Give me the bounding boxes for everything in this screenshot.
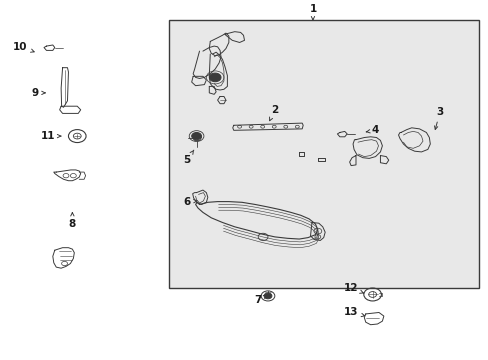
Text: 8: 8	[69, 213, 76, 229]
Circle shape	[264, 293, 271, 299]
Text: 6: 6	[183, 197, 197, 207]
Text: 2: 2	[269, 105, 278, 121]
Text: 5: 5	[183, 150, 193, 165]
Circle shape	[191, 132, 201, 140]
Text: 10: 10	[13, 42, 34, 52]
Text: 4: 4	[366, 125, 379, 135]
Text: 7: 7	[254, 294, 267, 305]
Text: 1: 1	[309, 4, 316, 20]
Text: 12: 12	[343, 283, 363, 293]
Bar	[168, 20, 478, 288]
Text: 3: 3	[434, 107, 443, 130]
Text: 9: 9	[32, 88, 45, 98]
Text: 11: 11	[41, 131, 61, 141]
Circle shape	[209, 73, 221, 82]
Text: 13: 13	[343, 307, 364, 318]
